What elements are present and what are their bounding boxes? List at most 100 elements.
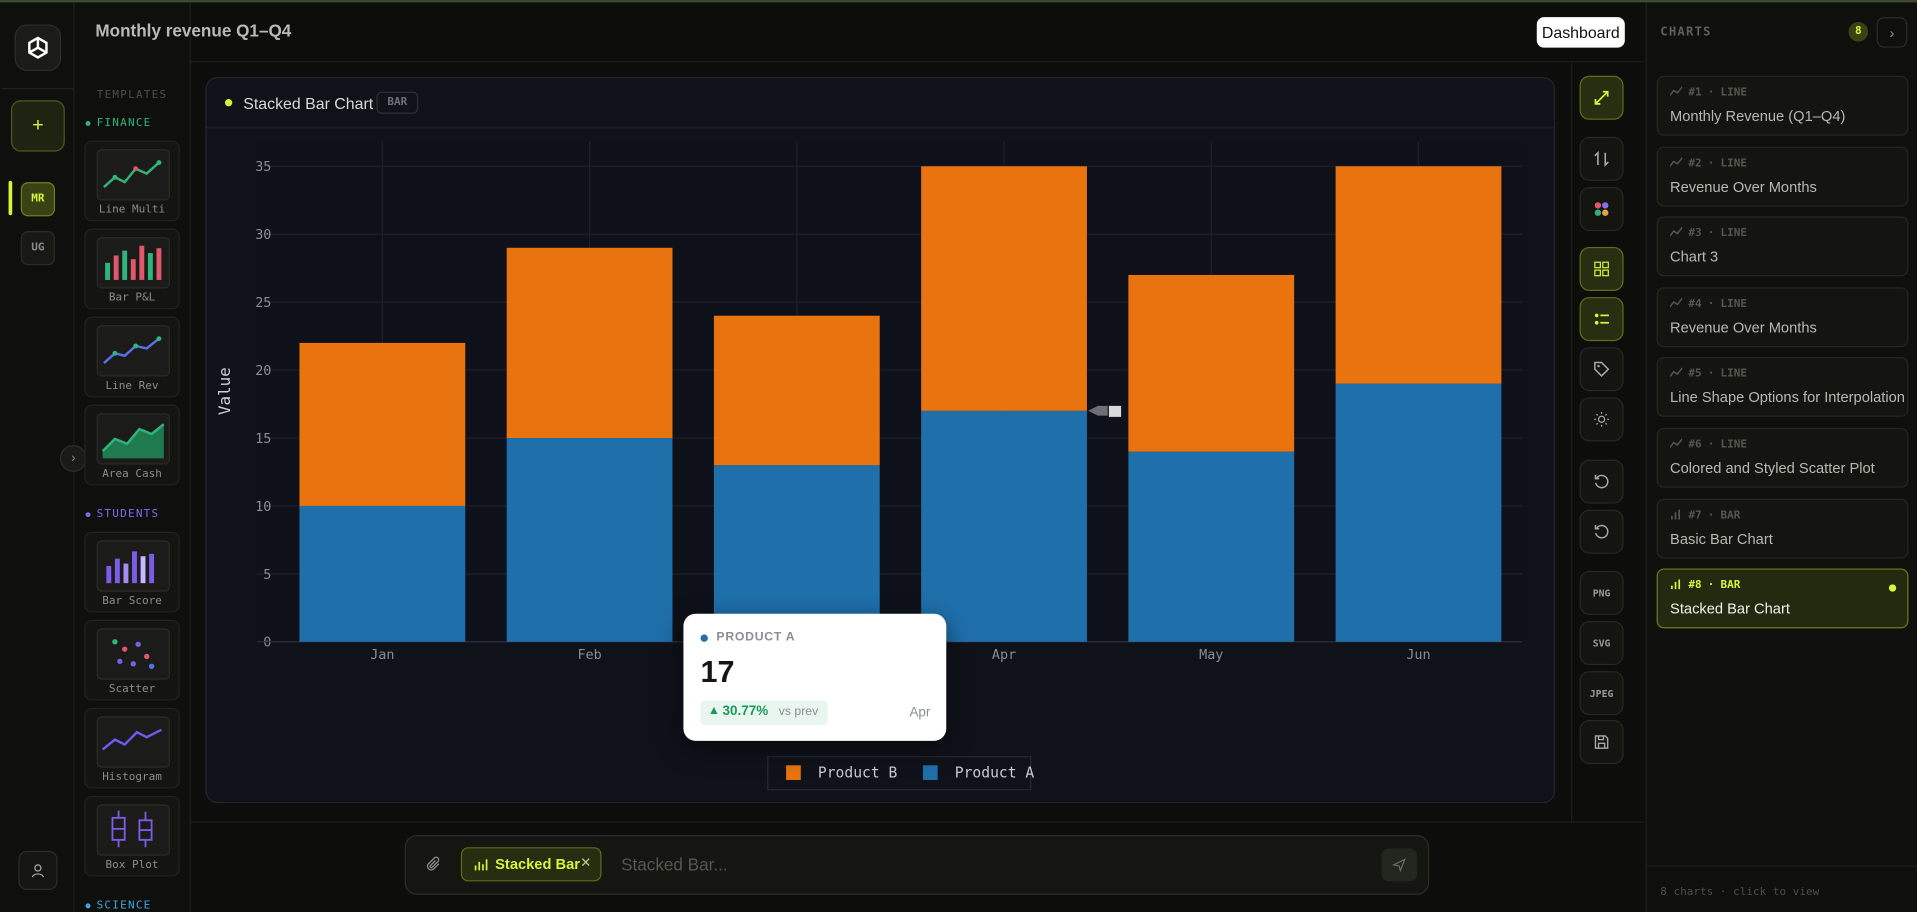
template-card[interactable]: Scatter xyxy=(84,619,180,701)
expand-button[interactable] xyxy=(1579,75,1624,120)
icon xyxy=(1392,858,1406,872)
x-tick-label: Jun xyxy=(1406,648,1430,663)
user-ug[interactable]: UG xyxy=(20,231,56,266)
template-name: Line Rev xyxy=(105,380,159,393)
chart-item[interactable]: #8 · BAR Stacked Bar Chart xyxy=(1656,568,1909,629)
theme-button[interactable] xyxy=(1579,397,1624,442)
chart-item-title: Monthly Revenue (Q1–Q4) xyxy=(1670,107,1846,125)
template-name: Histogram xyxy=(102,771,162,784)
type-tag: BAR xyxy=(376,91,419,114)
icon xyxy=(1594,313,1609,325)
chart-item[interactable]: #3 · LINE Chart 3 xyxy=(1656,216,1909,277)
x-tick-label: May xyxy=(1199,648,1223,663)
template-group: SCIENCE xyxy=(85,900,152,912)
template-thumb xyxy=(96,149,170,201)
divider xyxy=(1,88,74,90)
kind-icon xyxy=(1669,438,1683,448)
template-group: FINANCE xyxy=(85,117,152,130)
template-card[interactable]: Box Plot xyxy=(84,795,180,877)
input-divider xyxy=(190,821,1645,823)
charts-count: 8 xyxy=(1848,22,1869,42)
chart-item-title: Chart 3 xyxy=(1670,248,1719,266)
chart-item-head: #1 · LINE xyxy=(1669,86,1747,99)
group-dot xyxy=(85,511,91,517)
profile-icon xyxy=(31,864,45,878)
template-name: Bar P&L xyxy=(108,292,156,305)
active-indicator xyxy=(8,180,13,216)
legend-button[interactable] xyxy=(1579,297,1624,342)
chip-close[interactable]: × xyxy=(580,852,591,872)
add-button[interactable]: + xyxy=(11,100,65,152)
input-placeholder[interactable]: Stacked Bar... xyxy=(621,854,728,875)
template-card[interactable]: Bar Score xyxy=(84,531,180,613)
icon xyxy=(1594,90,1609,105)
icon xyxy=(1594,474,1609,489)
chart-item-title: Revenue Over Months xyxy=(1670,318,1817,336)
save-button[interactable] xyxy=(1579,720,1624,765)
chart-item-head: #4 · LINE xyxy=(1669,297,1747,311)
chart-item[interactable]: #6 · LINE Colored and Styled Scatter Plot xyxy=(1656,427,1909,488)
template-card[interactable]: Bar P&L xyxy=(84,228,180,310)
template-name: Area Cash xyxy=(102,468,162,481)
x-tick-label: Jan xyxy=(370,648,394,663)
icon xyxy=(1594,735,1609,749)
icon xyxy=(1594,202,1609,216)
bar-segment xyxy=(299,342,466,506)
legend-label: Product A xyxy=(955,765,1035,782)
user-mr[interactable]: MR xyxy=(20,182,56,217)
export-svg[interactable]: SVG xyxy=(1579,621,1624,666)
undo-button[interactable] xyxy=(1579,459,1624,504)
chart-item[interactable]: #4 · LINE Revenue Over Months xyxy=(1656,287,1909,347)
chart-item-title: Stacked Bar Chart xyxy=(1670,600,1790,618)
y-tick-label: 5 xyxy=(263,568,271,583)
profile-button[interactable] xyxy=(18,850,58,890)
kind-icon xyxy=(1669,156,1683,167)
swap-button[interactable] xyxy=(1579,136,1624,181)
export-png[interactable]: PNG xyxy=(1579,570,1624,615)
y-axis-label: Value xyxy=(215,367,234,415)
icon xyxy=(1594,411,1609,427)
charts-title: CHARTS xyxy=(1660,25,1712,40)
chart-item[interactable]: #2 · LINE Revenue Over Months xyxy=(1656,146,1909,207)
palette-button[interactable] xyxy=(1579,187,1624,232)
chart-item-num: #5 xyxy=(1688,368,1702,381)
templates-title: TEMPLATES xyxy=(96,89,168,102)
x-tick-label: Apr xyxy=(992,648,1016,663)
export-jpeg[interactable]: JPEG xyxy=(1579,671,1624,716)
chart-item-kind: LINE xyxy=(1720,227,1748,240)
tooltip-note: vs prev xyxy=(778,705,819,719)
chart-item[interactable]: #1 · LINE Monthly Revenue (Q1–Q4) xyxy=(1656,75,1909,136)
template-thumb xyxy=(96,716,170,768)
plot-area xyxy=(256,141,1523,642)
status-dot xyxy=(224,99,233,107)
legend xyxy=(767,756,1032,791)
bar-segment xyxy=(506,247,673,439)
attach-button[interactable] xyxy=(425,856,442,879)
dashboard-button[interactable]: Dashboard xyxy=(1536,17,1625,48)
chart-item-num: #4 xyxy=(1688,298,1702,311)
icon xyxy=(1594,261,1609,277)
chart-item[interactable]: #7 · BAR Basic Bar Chart xyxy=(1656,498,1909,559)
separator: · xyxy=(1707,509,1715,522)
chip-icon xyxy=(474,859,488,871)
tooltip-change: 30.77% xyxy=(722,704,769,719)
panel-toggle[interactable]: › xyxy=(1876,17,1908,48)
template-card[interactable]: Line Rev xyxy=(84,316,180,398)
bar-segment xyxy=(1128,451,1295,642)
y-tick-label: 0 xyxy=(263,636,271,651)
icon xyxy=(1594,150,1609,167)
grid-button[interactable] xyxy=(1579,246,1624,291)
template-name: Scatter xyxy=(108,683,156,696)
hover-pointer xyxy=(1088,405,1108,416)
label-button[interactable] xyxy=(1579,347,1624,392)
chip[interactable]: Stacked Bar × xyxy=(460,847,602,882)
bar-segment xyxy=(921,166,1087,411)
logo[interactable] xyxy=(14,24,62,71)
separator: · xyxy=(1707,157,1715,170)
reset-button[interactable] xyxy=(1579,509,1624,554)
template-card[interactable]: Area Cash xyxy=(84,404,180,486)
send-button[interactable] xyxy=(1381,848,1417,882)
chart-item[interactable]: #5 · LINE Line Shape Options for Interpolat… xyxy=(1656,357,1909,418)
template-card[interactable]: Line Multi xyxy=(84,140,180,222)
template-card[interactable]: Histogram xyxy=(84,707,180,789)
